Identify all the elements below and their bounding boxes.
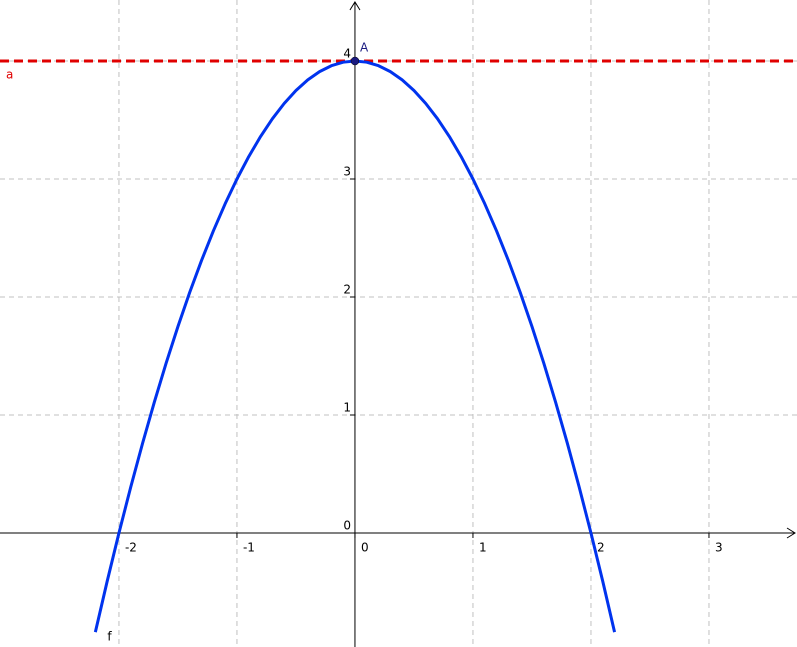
y-tick-label: 4 [343,47,351,61]
x-tick-label: 3 [715,541,723,555]
point-label: A [360,41,369,55]
x-tick-label: -1 [243,541,255,555]
y-axis-arrow [349,1,361,11]
point [350,56,360,66]
x-tick-label: 2 [597,541,605,555]
x-axis-arrow [786,527,796,539]
x-tick-label: 0 [361,541,369,555]
y-tick-label: 1 [343,401,351,415]
y-tick-label: 0 [343,519,351,533]
y-tick-label: 2 [343,283,351,297]
y-tick-label: 3 [343,165,351,179]
x-tick-label: -2 [125,541,137,555]
x-tick-label: 1 [479,541,487,555]
line-label: a [6,68,13,82]
curve-label: f [107,630,112,644]
